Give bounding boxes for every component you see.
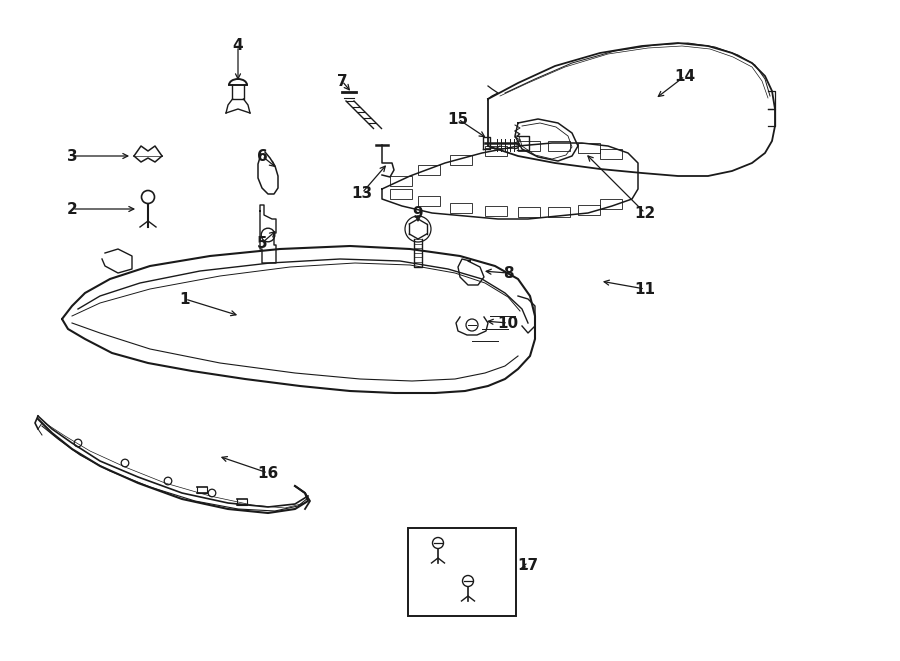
Bar <box>548 141 570 151</box>
Text: 14: 14 <box>674 69 696 83</box>
Text: 9: 9 <box>413 206 423 221</box>
Bar <box>518 207 540 217</box>
Bar <box>450 203 472 213</box>
Bar <box>485 206 507 216</box>
Text: 1: 1 <box>180 292 190 307</box>
Bar <box>450 155 472 165</box>
Bar <box>390 189 412 199</box>
Bar <box>408 528 516 616</box>
Text: 16: 16 <box>257 465 279 481</box>
Text: 8: 8 <box>503 266 513 280</box>
Text: 3: 3 <box>67 149 77 163</box>
Text: 13: 13 <box>351 186 373 200</box>
Bar <box>518 141 540 151</box>
Text: 17: 17 <box>518 559 538 574</box>
Bar <box>578 205 600 215</box>
Bar <box>578 143 600 153</box>
Bar <box>418 196 440 206</box>
Bar <box>600 199 622 209</box>
Text: 2: 2 <box>67 202 77 217</box>
Text: 4: 4 <box>233 38 243 54</box>
Text: 5: 5 <box>256 235 267 251</box>
Bar <box>548 207 570 217</box>
Bar <box>600 149 622 159</box>
Text: 10: 10 <box>498 315 518 330</box>
Text: 12: 12 <box>634 206 655 221</box>
Text: 11: 11 <box>634 282 655 297</box>
Text: 15: 15 <box>447 112 469 126</box>
Bar <box>390 176 412 186</box>
Bar <box>418 165 440 175</box>
Bar <box>485 146 507 156</box>
Text: 7: 7 <box>337 73 347 89</box>
Text: 6: 6 <box>256 149 267 163</box>
